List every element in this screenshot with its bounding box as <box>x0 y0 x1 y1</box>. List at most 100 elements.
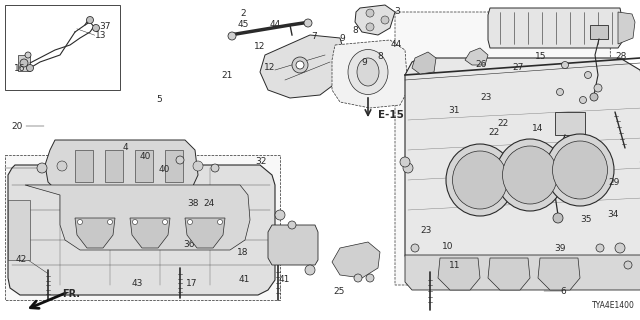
Text: 41: 41 <box>278 276 290 284</box>
Text: 17: 17 <box>186 279 198 288</box>
Polygon shape <box>185 218 225 248</box>
Text: 1: 1 <box>590 152 596 161</box>
Circle shape <box>381 16 389 24</box>
Text: 39: 39 <box>554 244 566 252</box>
Circle shape <box>624 261 632 269</box>
Polygon shape <box>105 150 123 182</box>
Text: 10: 10 <box>442 242 454 251</box>
Polygon shape <box>405 255 640 290</box>
Text: 45: 45 <box>237 20 249 28</box>
Text: 2: 2 <box>241 9 246 18</box>
Polygon shape <box>405 58 640 282</box>
Circle shape <box>305 265 315 275</box>
Circle shape <box>579 97 586 103</box>
Polygon shape <box>260 35 345 98</box>
Text: 14: 14 <box>532 124 543 132</box>
Circle shape <box>193 161 203 171</box>
Text: 41: 41 <box>238 276 250 284</box>
Polygon shape <box>135 150 153 182</box>
Text: TYA4E1400: TYA4E1400 <box>592 301 635 310</box>
Text: 27: 27 <box>512 63 524 72</box>
Circle shape <box>37 163 47 173</box>
Circle shape <box>561 61 568 68</box>
Circle shape <box>596 244 604 252</box>
Text: 23: 23 <box>420 226 431 235</box>
Circle shape <box>590 93 598 101</box>
Circle shape <box>77 220 83 225</box>
Text: 8: 8 <box>378 52 383 60</box>
Polygon shape <box>8 165 275 295</box>
Text: 18: 18 <box>237 248 249 257</box>
Text: 39: 39 <box>573 192 585 201</box>
Text: 22: 22 <box>497 119 509 128</box>
Text: 32: 32 <box>255 157 267 166</box>
Text: 9: 9 <box>339 34 345 43</box>
Ellipse shape <box>546 134 614 206</box>
Text: 5: 5 <box>156 95 161 104</box>
Ellipse shape <box>502 146 557 204</box>
Polygon shape <box>75 218 115 248</box>
Polygon shape <box>18 55 30 71</box>
Text: 20: 20 <box>11 122 22 131</box>
Ellipse shape <box>452 151 508 209</box>
Text: 23: 23 <box>481 93 492 102</box>
Circle shape <box>176 156 184 164</box>
Polygon shape <box>5 155 280 300</box>
Polygon shape <box>355 5 395 35</box>
Polygon shape <box>8 200 30 260</box>
Polygon shape <box>130 218 170 248</box>
Text: 38: 38 <box>187 199 198 208</box>
Circle shape <box>275 210 285 220</box>
Polygon shape <box>538 258 580 290</box>
Ellipse shape <box>552 141 607 199</box>
Polygon shape <box>332 40 408 108</box>
Circle shape <box>354 274 362 282</box>
Polygon shape <box>75 150 93 182</box>
Ellipse shape <box>446 144 514 216</box>
Text: 29: 29 <box>609 178 620 187</box>
Polygon shape <box>590 25 608 39</box>
Circle shape <box>57 161 67 171</box>
Polygon shape <box>465 48 488 65</box>
Text: 40: 40 <box>159 165 170 174</box>
Circle shape <box>366 9 374 17</box>
Circle shape <box>211 164 219 172</box>
Polygon shape <box>45 140 198 192</box>
Text: 12: 12 <box>254 42 266 51</box>
Text: 35: 35 <box>580 215 591 224</box>
Circle shape <box>218 220 223 225</box>
Polygon shape <box>438 258 480 290</box>
Ellipse shape <box>496 139 564 211</box>
Circle shape <box>411 244 419 252</box>
Text: 9: 9 <box>362 58 367 67</box>
Circle shape <box>584 71 591 78</box>
Text: 4: 4 <box>122 143 128 152</box>
Text: 31: 31 <box>449 106 460 115</box>
Text: E-15: E-15 <box>378 110 404 120</box>
Circle shape <box>132 220 138 225</box>
Text: 15: 15 <box>535 52 547 60</box>
Text: FR.: FR. <box>62 289 80 299</box>
Text: 24: 24 <box>203 199 214 208</box>
Circle shape <box>86 17 93 23</box>
Text: 43: 43 <box>132 279 143 288</box>
Circle shape <box>366 23 374 31</box>
Circle shape <box>20 59 28 67</box>
Polygon shape <box>332 242 380 278</box>
Text: 42: 42 <box>15 255 27 264</box>
Text: 8: 8 <box>352 26 358 35</box>
Circle shape <box>228 32 236 40</box>
Circle shape <box>553 213 563 223</box>
Circle shape <box>400 157 410 167</box>
Circle shape <box>296 61 304 69</box>
Circle shape <box>188 220 193 225</box>
Polygon shape <box>268 225 318 265</box>
Polygon shape <box>488 258 530 290</box>
Text: 16: 16 <box>14 64 26 73</box>
Circle shape <box>292 57 308 73</box>
Text: 22: 22 <box>488 128 499 137</box>
Text: 34: 34 <box>607 210 619 219</box>
Polygon shape <box>488 8 622 48</box>
Circle shape <box>615 243 625 253</box>
Text: 37: 37 <box>99 22 111 31</box>
